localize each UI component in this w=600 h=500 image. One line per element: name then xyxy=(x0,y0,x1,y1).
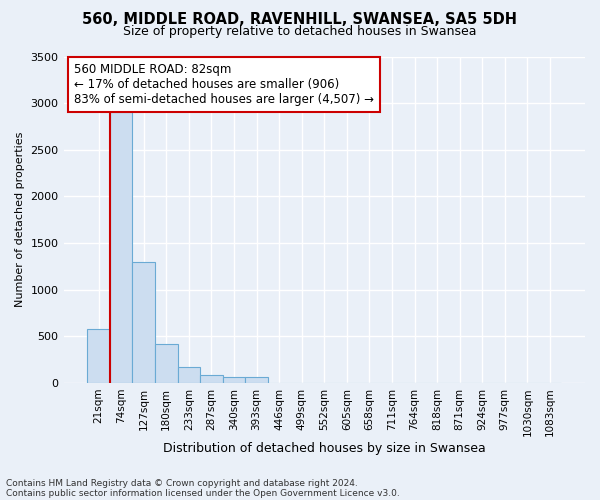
Text: 560 MIDDLE ROAD: 82sqm
← 17% of detached houses are smaller (906)
83% of semi-de: 560 MIDDLE ROAD: 82sqm ← 17% of detached… xyxy=(74,63,374,106)
Bar xyxy=(200,376,223,383)
Bar xyxy=(223,377,245,383)
Text: Contains HM Land Registry data © Crown copyright and database right 2024.: Contains HM Land Registry data © Crown c… xyxy=(6,478,358,488)
Bar xyxy=(110,112,133,383)
Bar xyxy=(245,378,268,383)
Text: 560, MIDDLE ROAD, RAVENHILL, SWANSEA, SA5 5DH: 560, MIDDLE ROAD, RAVENHILL, SWANSEA, SA… xyxy=(83,12,517,28)
Text: Size of property relative to detached houses in Swansea: Size of property relative to detached ho… xyxy=(123,25,477,38)
X-axis label: Distribution of detached houses by size in Swansea: Distribution of detached houses by size … xyxy=(163,442,485,455)
Y-axis label: Number of detached properties: Number of detached properties xyxy=(15,132,25,308)
Bar xyxy=(87,329,110,383)
Bar xyxy=(178,366,200,383)
Text: Contains public sector information licensed under the Open Government Licence v3: Contains public sector information licen… xyxy=(6,488,400,498)
Bar xyxy=(155,344,178,383)
Bar xyxy=(133,262,155,383)
